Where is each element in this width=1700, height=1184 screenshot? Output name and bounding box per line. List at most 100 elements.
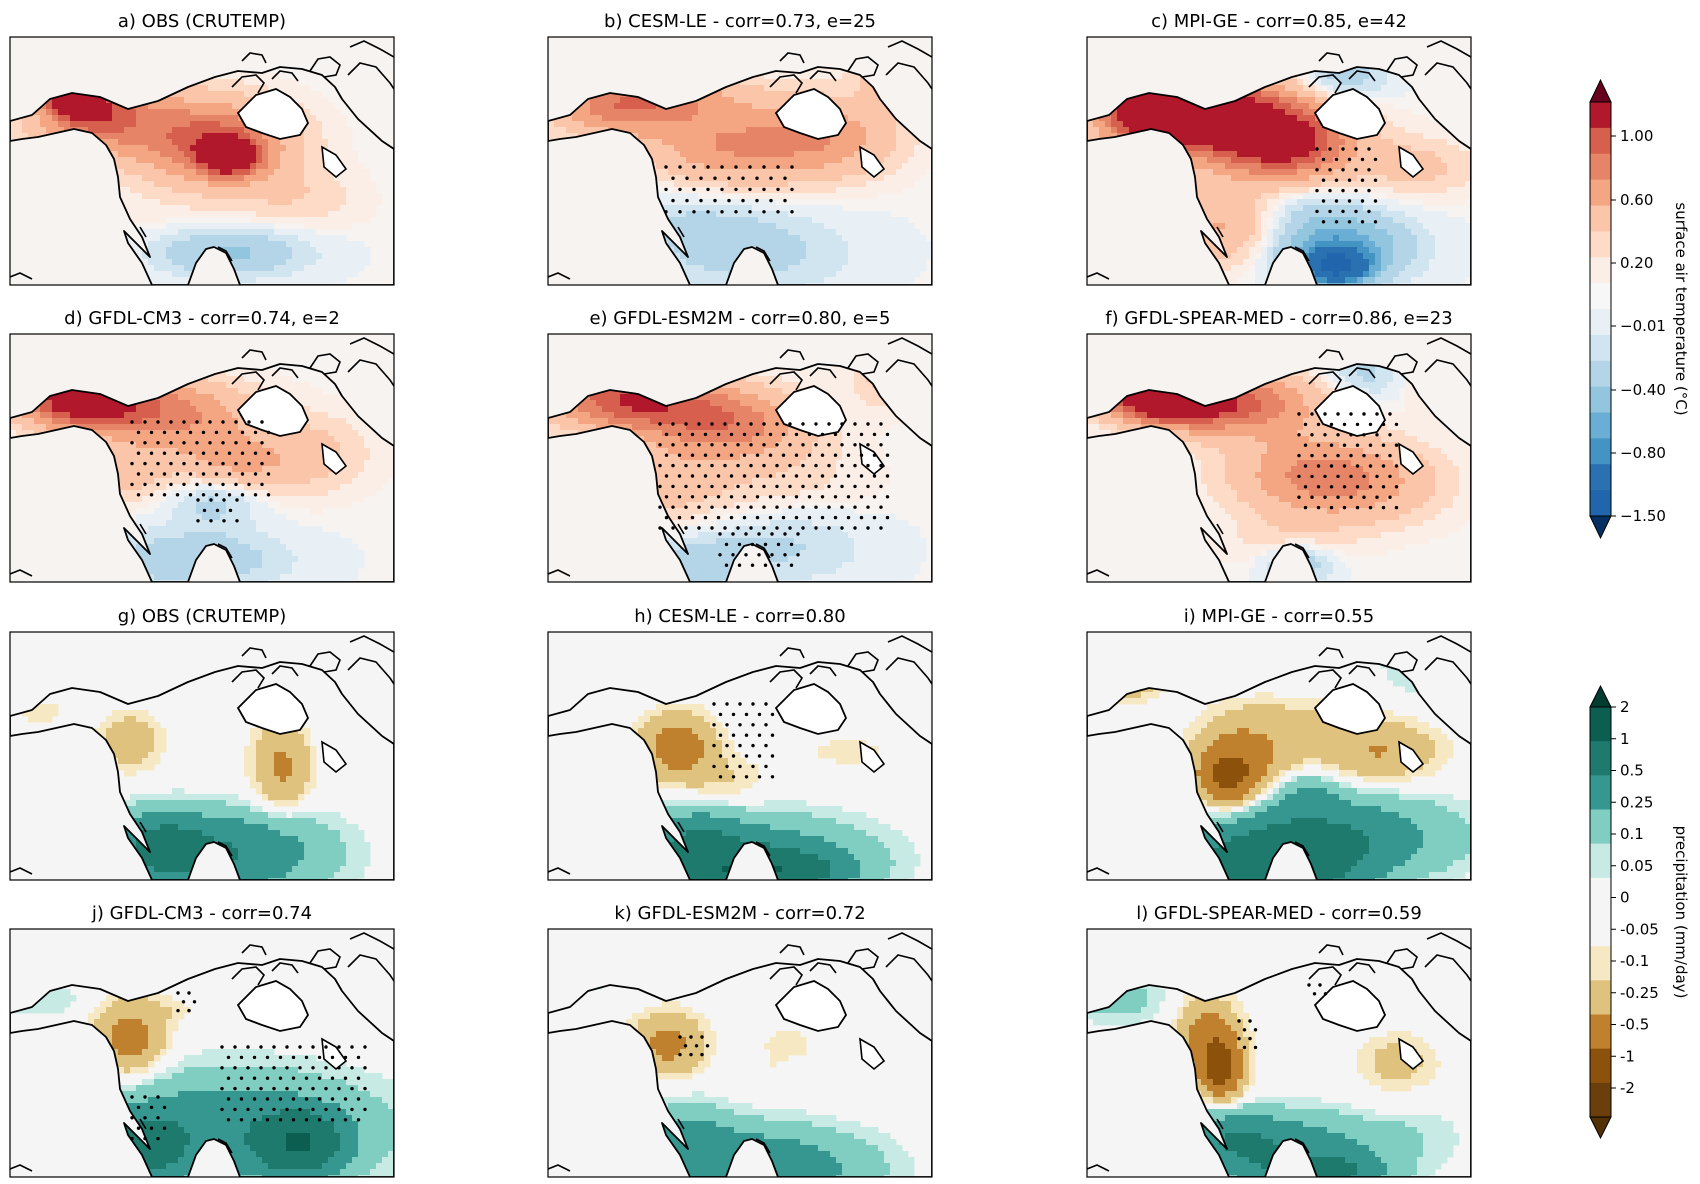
field-cell [704, 235, 711, 242]
stipple-dot [678, 187, 682, 192]
field-cell [740, 157, 747, 164]
field-cell [352, 193, 359, 200]
field-cell [872, 211, 879, 218]
field-cell [190, 247, 197, 254]
field-cell [52, 115, 59, 122]
field-cell [190, 187, 197, 194]
field-cell [154, 139, 161, 146]
field-cell [692, 109, 699, 116]
field-cell [578, 121, 585, 128]
island-coast [809, 70, 837, 82]
field-cell [238, 91, 245, 98]
field-cell [608, 109, 615, 116]
field-cell [692, 223, 699, 230]
field-cell [836, 169, 843, 176]
field-cell [256, 187, 263, 194]
field-cell [776, 193, 783, 200]
map-panels: a) OBS (CRUTEMP) b) CESM-LE - corr=0.73, … [9, 11, 1472, 1178]
field-cell [202, 79, 209, 86]
field-cell [776, 181, 783, 188]
field-cell [890, 271, 897, 278]
field-cell [884, 241, 891, 248]
field-cell [304, 157, 311, 164]
field-cell [818, 217, 825, 224]
field-cell [130, 187, 137, 194]
field-cell [136, 211, 143, 218]
field-cell [734, 97, 741, 104]
field-cell [716, 133, 723, 140]
field-cell [866, 211, 873, 218]
field-cell [1381, 79, 1388, 86]
field-cell [884, 187, 891, 194]
field-cell [202, 223, 209, 230]
field-cell [746, 133, 753, 140]
field-cell [590, 109, 597, 116]
field-cell [584, 115, 591, 122]
field-cell [226, 247, 233, 254]
field-cell [764, 199, 771, 206]
field-cell [920, 265, 927, 272]
field-cell [836, 133, 843, 140]
field-cell [310, 169, 317, 176]
field-cell [238, 283, 245, 285]
field-cell [608, 91, 615, 98]
field-cell [226, 175, 233, 182]
field-cell [854, 241, 861, 248]
field-cell [268, 211, 275, 218]
field-cell [142, 133, 149, 140]
field-cell [872, 103, 879, 110]
field-cell [746, 205, 753, 212]
field-cell [734, 169, 741, 176]
field-cell [244, 199, 251, 206]
field-cell [256, 259, 263, 266]
field-cell [1333, 73, 1340, 80]
field-cell [238, 151, 245, 158]
field-cell [322, 241, 329, 248]
field-cell [794, 259, 801, 266]
field-cell [106, 115, 113, 122]
field-cell [262, 217, 269, 224]
field-cell [1309, 73, 1316, 80]
hudson-bay [236, 88, 310, 140]
field-cell [758, 127, 765, 134]
field-cell [214, 91, 221, 98]
field-cell [340, 121, 347, 128]
stipple-dot [790, 210, 794, 214]
field-cell [1261, 103, 1268, 110]
field-cell [100, 97, 107, 104]
field-cell [280, 79, 287, 86]
field-cell [298, 253, 305, 260]
field-cell [722, 259, 729, 266]
field-cell [184, 205, 191, 212]
field-cell [346, 259, 353, 266]
field-cell [1111, 115, 1118, 122]
field-cell [196, 175, 203, 182]
field-cell [914, 151, 921, 158]
stipple-dot [741, 198, 745, 203]
field-cell [304, 85, 311, 92]
field-cell [154, 151, 161, 158]
field-cell [172, 145, 179, 152]
field-cell [340, 145, 347, 152]
field-cell [656, 193, 663, 200]
field-cell [214, 181, 221, 188]
field-cell [334, 247, 341, 254]
field-cell [728, 127, 735, 134]
field-cell [166, 97, 173, 104]
field-cell [1243, 109, 1250, 116]
field-cell [280, 277, 287, 284]
field-cell [208, 103, 215, 110]
field-cell [650, 121, 657, 128]
field-cell [734, 145, 741, 152]
field-cell [752, 211, 759, 218]
field-cell [268, 199, 275, 206]
field-cell [172, 127, 179, 134]
field-cell [782, 277, 789, 284]
field-cell [322, 247, 329, 254]
field-cell [1153, 115, 1160, 122]
field-cell [316, 277, 323, 284]
field-cell [352, 169, 359, 176]
field-cell [334, 133, 341, 140]
field-cell [818, 211, 825, 218]
field-cell [854, 157, 861, 164]
